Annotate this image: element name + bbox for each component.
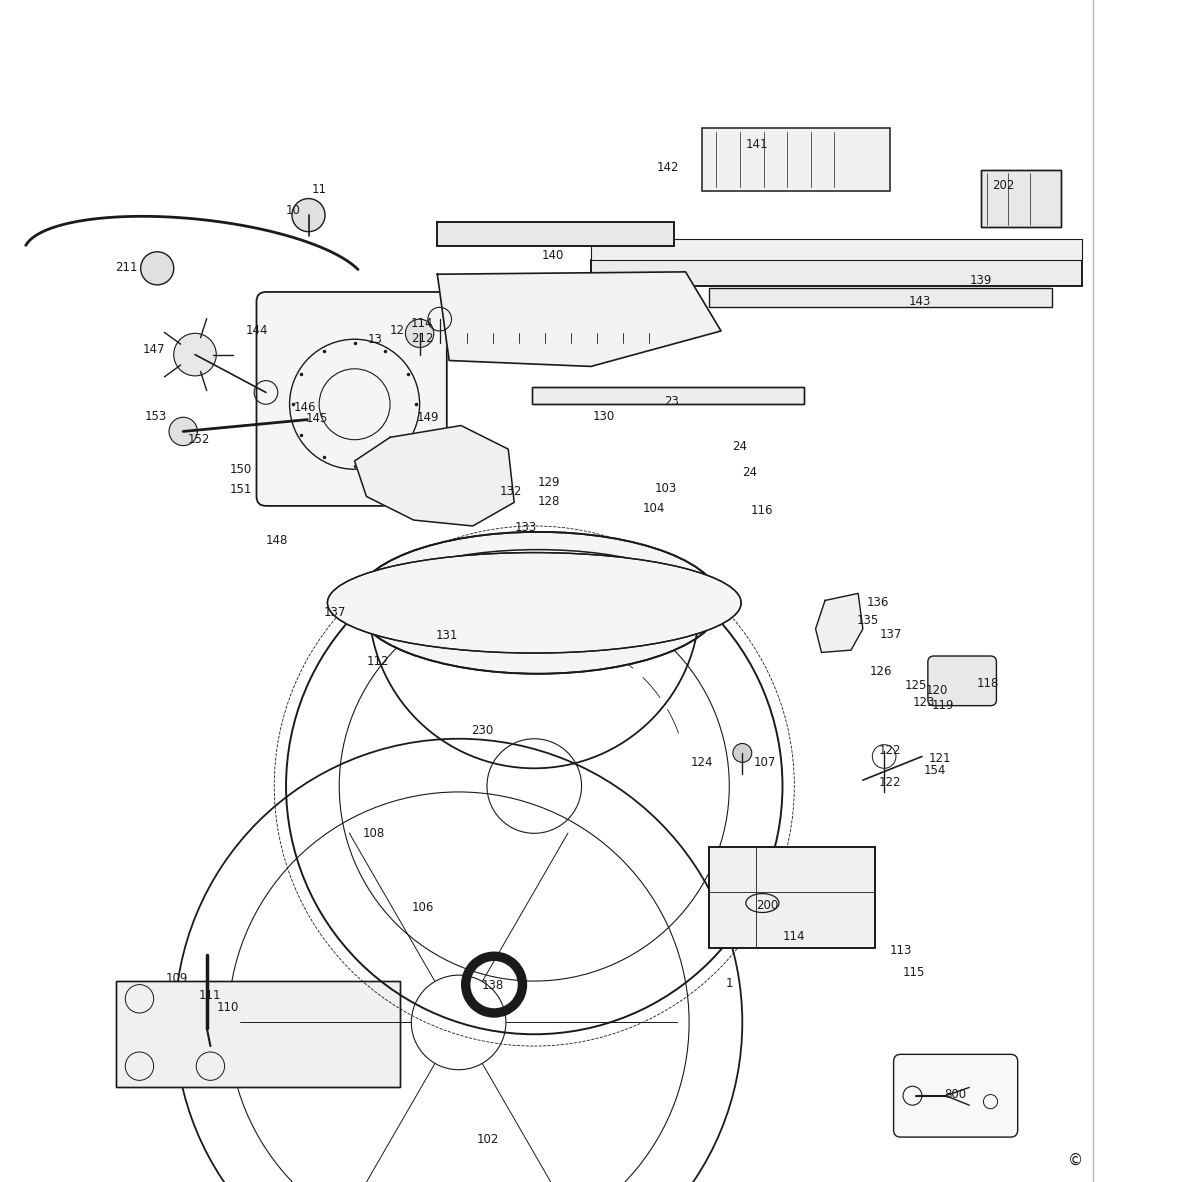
Text: 131: 131 [436, 630, 457, 642]
Text: 143: 143 [909, 296, 930, 307]
Text: 148: 148 [266, 534, 287, 546]
Text: 136: 136 [868, 597, 889, 609]
Text: 106: 106 [413, 902, 434, 914]
Text: 138: 138 [482, 980, 504, 992]
Text: 151: 151 [230, 483, 252, 495]
FancyBboxPatch shape [256, 292, 447, 506]
Bar [709, 847, 875, 948]
Text: 153: 153 [145, 410, 167, 422]
Text: 800: 800 [944, 1089, 966, 1100]
Text: 122: 122 [878, 745, 902, 756]
Circle shape [169, 417, 197, 446]
Circle shape [141, 252, 174, 285]
Text: 147: 147 [142, 344, 165, 356]
Text: 104: 104 [643, 502, 664, 514]
Text: 24: 24 [733, 441, 747, 453]
Text: 1: 1 [726, 978, 733, 989]
Bar [116, 981, 400, 1087]
Text: 230: 230 [472, 725, 493, 736]
Text: 150: 150 [230, 463, 252, 475]
Polygon shape [816, 593, 863, 652]
Text: 111: 111 [199, 989, 222, 1001]
Text: 118: 118 [978, 677, 999, 689]
Text: 13: 13 [368, 333, 382, 345]
Text: 212: 212 [410, 332, 434, 344]
Text: 110: 110 [217, 1001, 239, 1013]
Bar [709, 847, 875, 948]
Text: 24: 24 [742, 467, 756, 479]
Text: 128: 128 [538, 495, 559, 507]
Text: 125: 125 [905, 680, 927, 691]
Text: 129: 129 [537, 476, 560, 488]
Text: 113: 113 [890, 944, 911, 956]
Bar [591, 239, 1082, 260]
Text: 211: 211 [115, 261, 138, 273]
Text: 154: 154 [924, 765, 946, 777]
Text: 132: 132 [500, 486, 521, 498]
Bar [591, 260, 1082, 286]
Bar [981, 170, 1061, 227]
Text: 112: 112 [366, 656, 390, 668]
Text: 139: 139 [970, 274, 992, 286]
Ellipse shape [327, 553, 741, 652]
Bar [709, 288, 1052, 307]
FancyBboxPatch shape [928, 656, 996, 706]
Text: 103: 103 [655, 482, 676, 494]
Text: 202: 202 [993, 180, 1014, 191]
Bar [591, 260, 1082, 286]
Text: 114: 114 [782, 930, 806, 942]
Text: 11: 11 [312, 183, 326, 195]
Text: 133: 133 [515, 521, 537, 533]
Text: 152: 152 [188, 434, 209, 446]
Bar [532, 387, 804, 404]
Text: 137: 137 [324, 606, 345, 618]
Circle shape [405, 319, 434, 348]
Text: 119: 119 [931, 700, 955, 712]
Text: ©: © [1069, 1154, 1083, 1168]
Circle shape [733, 743, 752, 762]
Text: 107: 107 [754, 756, 775, 768]
Text: 146: 146 [293, 402, 317, 414]
Text: 23: 23 [664, 396, 678, 408]
Text: 109: 109 [167, 973, 188, 985]
Text: 114: 114 [410, 318, 434, 330]
Bar [116, 981, 400, 1087]
Text: 122: 122 [878, 777, 902, 788]
Bar [532, 387, 804, 404]
Circle shape [292, 199, 325, 232]
Bar [981, 170, 1061, 227]
Polygon shape [437, 272, 721, 366]
Text: 142: 142 [656, 162, 680, 174]
Text: 200: 200 [756, 900, 778, 911]
FancyBboxPatch shape [702, 128, 890, 191]
Text: 12: 12 [390, 325, 404, 337]
Text: 115: 115 [903, 967, 924, 979]
FancyBboxPatch shape [894, 1054, 1018, 1137]
Circle shape [428, 440, 470, 482]
Polygon shape [355, 426, 514, 526]
Text: 102: 102 [478, 1134, 499, 1145]
Text: 141: 141 [745, 138, 768, 150]
Text: 137: 137 [881, 629, 902, 641]
Text: 130: 130 [593, 410, 615, 422]
Text: 124: 124 [690, 756, 714, 768]
Text: 10: 10 [286, 204, 300, 216]
Bar [437, 222, 674, 246]
Text: 149: 149 [416, 411, 440, 423]
Text: 145: 145 [306, 413, 327, 424]
Text: 123: 123 [914, 696, 935, 708]
Text: 126: 126 [869, 665, 892, 677]
Text: 116: 116 [751, 505, 774, 517]
Text: 120: 120 [927, 684, 948, 696]
Text: 121: 121 [928, 753, 952, 765]
Text: 108: 108 [363, 827, 384, 839]
Circle shape [174, 333, 216, 376]
Text: 140: 140 [543, 249, 564, 261]
Text: 135: 135 [857, 615, 878, 626]
Bar [437, 222, 674, 246]
Ellipse shape [355, 532, 721, 674]
Text: 144: 144 [245, 325, 268, 337]
